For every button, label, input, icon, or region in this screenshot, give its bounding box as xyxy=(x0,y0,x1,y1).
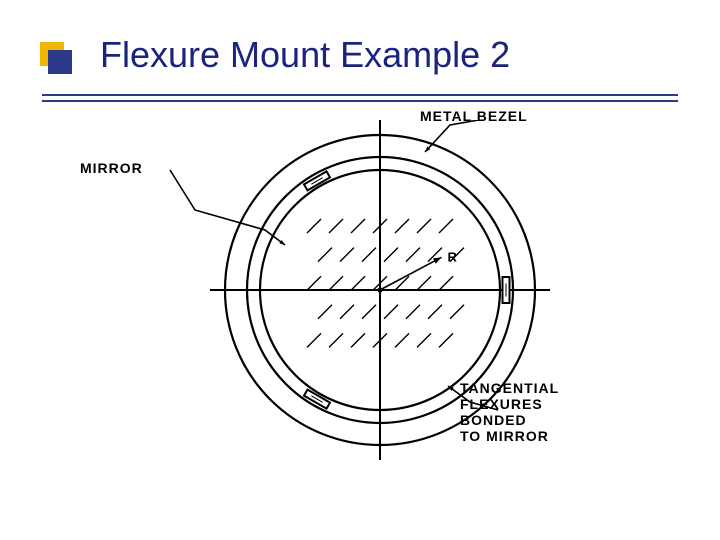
bullet-front xyxy=(48,50,72,74)
svg-text:R: R xyxy=(447,249,457,264)
label-mirror: MIRROR xyxy=(80,160,143,176)
page-title: Flexure Mount Example 2 xyxy=(100,34,510,76)
flexure-diagram: R MIRROR METAL BEZEL TANGENTIAL FLEXURES… xyxy=(150,120,610,480)
label-bezel: METAL BEZEL xyxy=(420,108,528,124)
rule-bottom xyxy=(42,100,678,102)
label-flex: TANGENTIAL FLEXURES BONDED TO MIRROR xyxy=(460,380,559,444)
rule-top xyxy=(42,94,678,96)
